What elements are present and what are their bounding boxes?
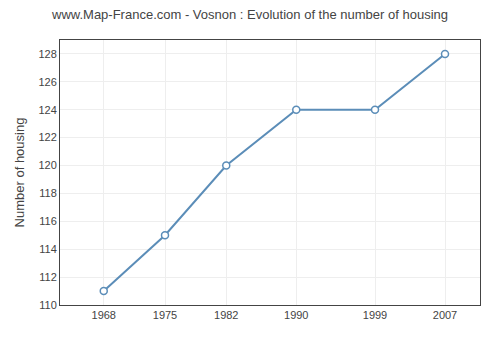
svg-text:1990: 1990 bbox=[284, 309, 308, 321]
svg-text:112: 112 bbox=[39, 271, 57, 283]
svg-text:124: 124 bbox=[38, 104, 56, 116]
svg-text:2007: 2007 bbox=[433, 309, 457, 321]
svg-text:1975: 1975 bbox=[153, 309, 177, 321]
svg-text:1982: 1982 bbox=[214, 309, 238, 321]
svg-text:118: 118 bbox=[39, 187, 57, 199]
svg-text:116: 116 bbox=[39, 215, 57, 227]
svg-text:120: 120 bbox=[38, 159, 56, 171]
svg-text:1999: 1999 bbox=[363, 309, 387, 321]
svg-text:122: 122 bbox=[38, 131, 56, 143]
svg-text:128: 128 bbox=[38, 48, 56, 60]
svg-text:www.Map-France.com - Vosnon :: www.Map-France.com - Vosnon : Evolution … bbox=[51, 7, 448, 22]
svg-text:110: 110 bbox=[39, 299, 57, 311]
svg-text:1968: 1968 bbox=[92, 309, 116, 321]
svg-text:114: 114 bbox=[39, 243, 57, 255]
svg-text:Number of housing: Number of housing bbox=[12, 118, 27, 228]
svg-text:126: 126 bbox=[38, 76, 56, 88]
